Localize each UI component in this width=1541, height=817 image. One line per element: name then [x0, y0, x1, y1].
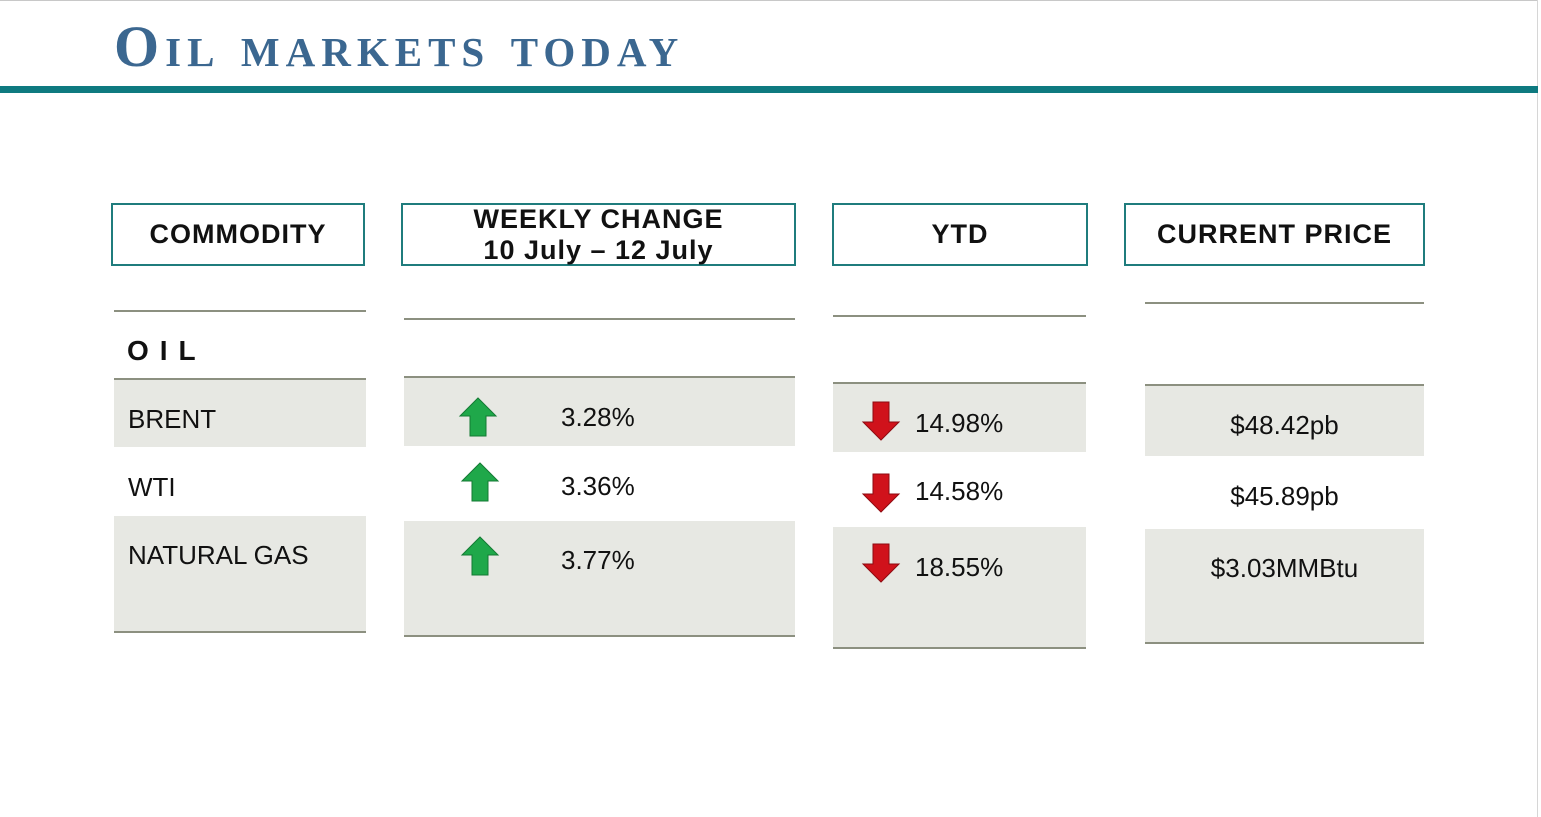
- red-down-arrow-icon: [861, 401, 901, 441]
- header-current-price-label: CURRENT PRICE: [1156, 219, 1392, 249]
- header-ytd-label: YTD: [931, 219, 989, 249]
- header-weekly-change: WEEKLY CHANGE 10 July – 12 July: [401, 203, 796, 266]
- weekly-band-natural-gas: [404, 521, 795, 636]
- commodity-top-rule: [114, 310, 366, 312]
- commodity-wti: WTI: [128, 472, 176, 502]
- green-up-arrow-icon: [460, 462, 500, 502]
- price-wti: $45.89pb: [1230, 481, 1339, 511]
- weekly-change-wti: 3.36%: [561, 471, 635, 501]
- header-current-price: CURRENT PRICE: [1124, 203, 1425, 266]
- price-band-brent: [1145, 386, 1424, 456]
- weekly-bottom-rule: [404, 635, 795, 637]
- price-natural-gas: $3.03MMBtu: [1210, 553, 1359, 583]
- slide-top-border: [0, 0, 1538, 1]
- commodity-band-natural-gas: [114, 516, 366, 632]
- title-underline: [0, 86, 1538, 93]
- price-band-natural-gas: [1145, 529, 1424, 642]
- weekly-change-natural-gas: 3.77%: [561, 545, 635, 575]
- header-ytd: YTD: [832, 203, 1088, 266]
- slide-title: Oil markets today: [114, 14, 685, 79]
- commodity-band-brent: [114, 380, 366, 447]
- commodity-brent: BRENT: [128, 404, 217, 434]
- commodity-oil-rule: [114, 378, 366, 380]
- ytd-top-rule: [833, 315, 1086, 317]
- header-commodity: COMMODITY: [111, 203, 365, 266]
- green-up-arrow-icon: [458, 397, 498, 437]
- header-weekly-change-label: WEEKLY CHANGE: [473, 203, 724, 234]
- commodity-natural-gas: NATURAL GAS: [128, 540, 309, 570]
- price-bottom-rule: [1145, 642, 1424, 644]
- price-brent: $48.42pb: [1230, 410, 1339, 440]
- section-label-oil: OIL: [127, 335, 207, 366]
- weekly-change-brent: 3.28%: [561, 402, 635, 432]
- commodity-bottom-rule: [114, 631, 366, 633]
- ytd-wti: 14.58%: [915, 476, 1004, 506]
- price-top-rule: [1145, 302, 1424, 304]
- header-weekly-change-dates: 10 July – 12 July: [483, 234, 714, 265]
- weekly-oil-rule: [404, 376, 795, 378]
- header-commodity-label: COMMODITY: [149, 219, 327, 249]
- green-up-arrow-icon: [460, 536, 500, 576]
- ytd-bottom-rule: [833, 647, 1086, 649]
- ytd-brent: 14.98%: [915, 408, 1004, 438]
- slide-right-border: [1537, 0, 1538, 817]
- red-down-arrow-icon: [861, 473, 901, 513]
- red-down-arrow-icon: [861, 543, 901, 583]
- ytd-natural-gas: 18.55%: [915, 552, 1004, 582]
- price-oil-rule: [1145, 384, 1424, 386]
- ytd-oil-rule: [833, 382, 1086, 384]
- weekly-top-rule: [404, 318, 795, 320]
